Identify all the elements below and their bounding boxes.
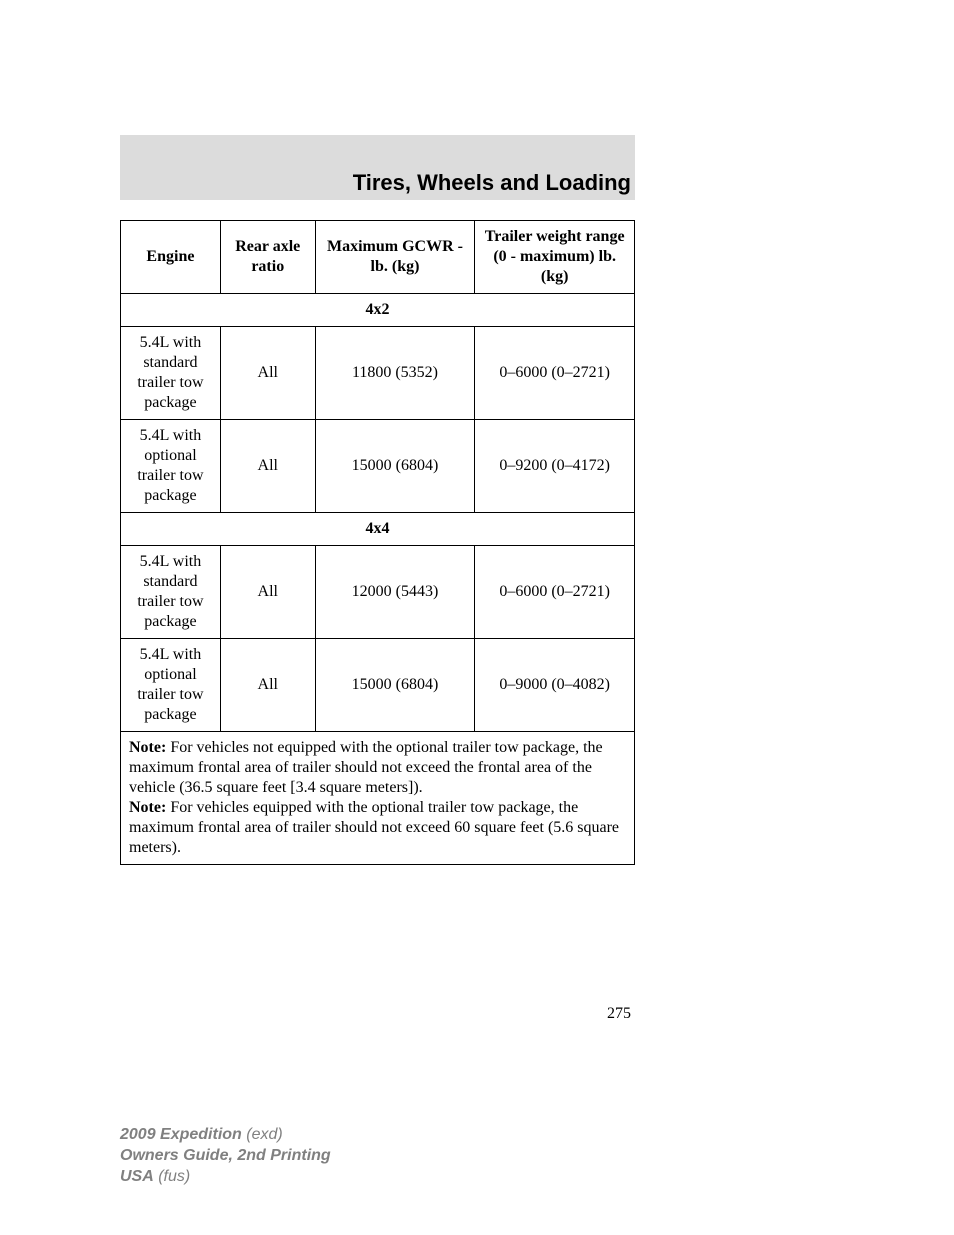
cell-axle: All xyxy=(220,327,315,420)
header-axle: Rear axle ratio xyxy=(220,221,315,294)
section-label: 4x4 xyxy=(121,513,635,546)
section-row-4x2: 4x2 xyxy=(121,294,635,327)
header-trailer: Trailer weight range (0 - maximum) lb. (… xyxy=(475,221,635,294)
table-row: 5.4L with standard trailer tow package A… xyxy=(121,546,635,639)
note-cell: Note: For vehicles not equipped with the… xyxy=(121,732,635,865)
cell-engine: 5.4L with optional trailer tow package xyxy=(121,639,221,732)
cell-gcwr: 15000 (6804) xyxy=(315,420,475,513)
cell-trailer: 0–9000 (0–4082) xyxy=(475,639,635,732)
towing-table: Engine Rear axle ratio Maximum GCWR - lb… xyxy=(120,220,635,865)
cell-axle: All xyxy=(220,546,315,639)
cell-trailer: 0–6000 (0–2721) xyxy=(475,546,635,639)
cell-trailer: 0–6000 (0–2721) xyxy=(475,327,635,420)
cell-gcwr: 11800 (5352) xyxy=(315,327,475,420)
footer-line-2: Owners Guide, 2nd Printing xyxy=(120,1146,331,1167)
cell-gcwr: 15000 (6804) xyxy=(315,639,475,732)
page: Tires, Wheels and Loading Engine Rear ax… xyxy=(0,0,954,1235)
page-number: 275 xyxy=(607,1005,631,1023)
table-header-row: Engine Rear axle ratio Maximum GCWR - lb… xyxy=(121,221,635,294)
footer-line-1: 2009 Expedition (exd) xyxy=(120,1125,331,1146)
section-row-4x4: 4x4 xyxy=(121,513,635,546)
section-title: Tires, Wheels and Loading xyxy=(0,170,635,196)
cell-gcwr: 12000 (5443) xyxy=(315,546,475,639)
cell-axle: All xyxy=(220,639,315,732)
cell-engine: 5.4L with optional trailer tow package xyxy=(121,420,221,513)
header-gcwr: Maximum GCWR - lb. (kg) xyxy=(315,221,475,294)
cell-trailer: 0–9200 (0–4172) xyxy=(475,420,635,513)
table-row: 5.4L with optional trailer tow package A… xyxy=(121,639,635,732)
note-row: Note: For vehicles not equipped with the… xyxy=(121,732,635,865)
note2-text: For vehicles equipped with the optional … xyxy=(129,799,619,856)
note-label: Note: xyxy=(129,799,166,816)
footer-region: USA xyxy=(120,1168,154,1185)
table-row: 5.4L with optional trailer tow package A… xyxy=(121,420,635,513)
footer-model: 2009 Expedition xyxy=(120,1126,242,1143)
footer-line-3: USA (fus) xyxy=(120,1167,331,1188)
section-label: 4x2 xyxy=(121,294,635,327)
footer-block: 2009 Expedition (exd) Owners Guide, 2nd … xyxy=(120,1125,331,1187)
footer-code: (exd) xyxy=(242,1126,283,1143)
cell-engine: 5.4L with standard trailer tow package xyxy=(121,546,221,639)
note1-text: For vehicles not equipped with the optio… xyxy=(129,739,603,796)
header-engine: Engine xyxy=(121,221,221,294)
cell-axle: All xyxy=(220,420,315,513)
footer-region-code: (fus) xyxy=(154,1168,190,1185)
cell-engine: 5.4L with standard trailer tow package xyxy=(121,327,221,420)
table-row: 5.4L with standard trailer tow package A… xyxy=(121,327,635,420)
note-label: Note: xyxy=(129,739,166,756)
